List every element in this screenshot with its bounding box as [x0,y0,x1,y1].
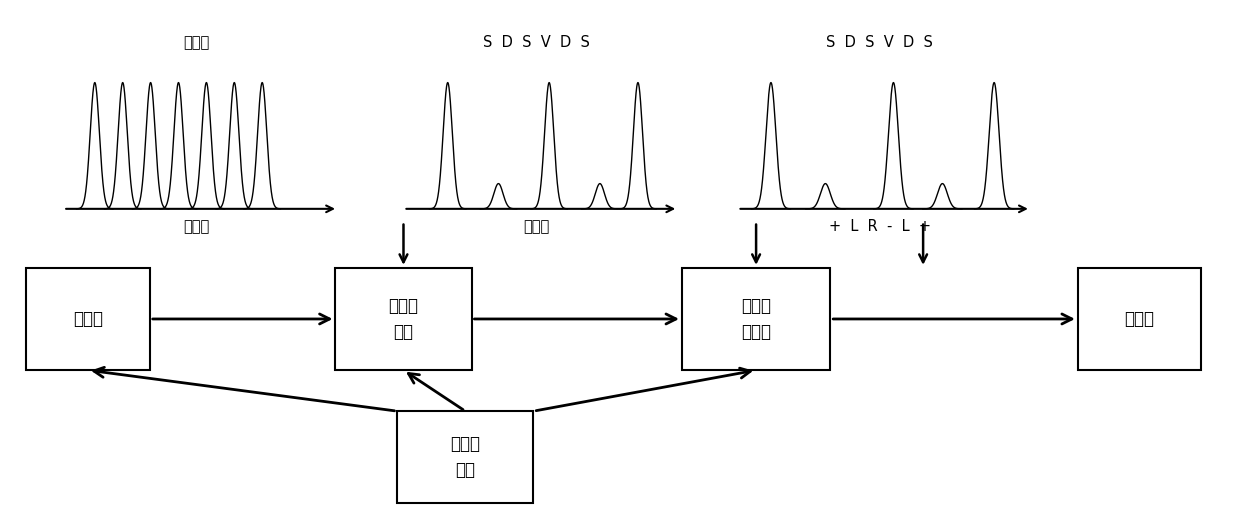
Text: +  L  R  -  L  +: + L R - L + [828,219,931,234]
Bar [336,268,471,370]
Text: 脉冲发
生器: 脉冲发 生器 [450,435,480,479]
Bar [682,268,831,370]
Text: 激光器: 激光器 [73,310,103,328]
Text: 强度调
制器: 强度调 制器 [388,297,418,341]
Text: S  D  S  V  D  S: S D S V D S [484,35,590,50]
Bar [397,411,533,503]
Text: 线偏振: 线偏振 [523,219,549,234]
Text: S  D  S  V  D  S: S D S V D S [826,35,934,50]
Bar [1078,268,1202,370]
Text: 偏振编
码装置: 偏振编 码装置 [742,297,771,341]
Bar [26,268,150,370]
Text: 衰减器: 衰减器 [1125,310,1154,328]
Text: 线偏振: 线偏振 [184,219,210,234]
Text: 脉冲光: 脉冲光 [184,35,210,50]
